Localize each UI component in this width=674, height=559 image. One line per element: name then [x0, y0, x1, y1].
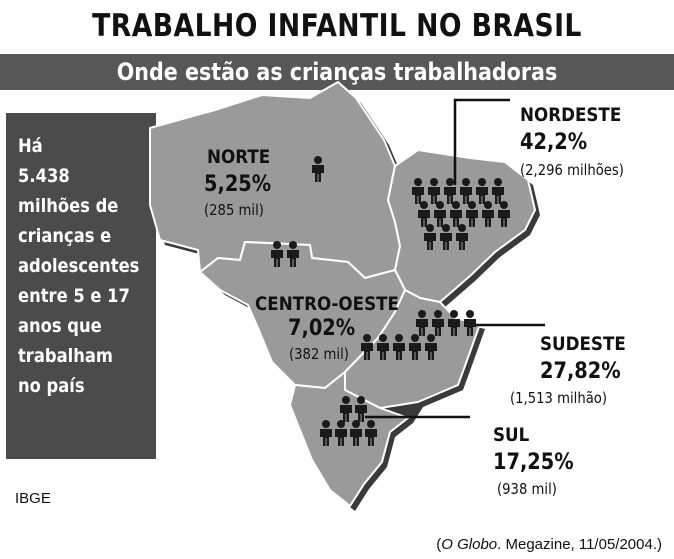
worker-icon: [355, 396, 367, 422]
worker-icon: [450, 201, 462, 227]
label-nordeste-name: NORDESTE: [520, 104, 622, 126]
nordeste-callout: [453, 98, 510, 185]
label-sudeste-count: (1,513 milhão): [510, 389, 608, 407]
worker-icon: [466, 201, 478, 227]
worker-icon: [432, 310, 444, 336]
label-norte-percent: 5,25%: [204, 172, 272, 197]
worker-icon: [425, 334, 437, 360]
worker-icon: [335, 420, 347, 446]
worker-icon: [350, 420, 362, 446]
label-sul-percent: 17,25%: [493, 450, 574, 475]
citation-publication: O Globo: [441, 536, 498, 553]
label-centro-oeste-name: CENTRO-OESTE: [255, 293, 399, 315]
label-nordeste-count: (2,296 milhões): [520, 161, 624, 179]
worker-icon: [416, 310, 428, 336]
worker-icon: [340, 396, 352, 422]
worker-icon: [312, 156, 324, 182]
worker-icon: [409, 334, 421, 360]
worker-icon: [361, 334, 373, 360]
chart-title: TRABALHO INFANTIL NO BRASIL: [92, 8, 582, 44]
worker-icon: [464, 310, 476, 336]
label-sudeste-name: SUDESTE: [540, 333, 626, 355]
worker-icon: [476, 178, 488, 204]
summary-text: Há 5.438 milhões de crianças e adolescen…: [18, 135, 140, 397]
summary-box: [6, 113, 156, 459]
worker-icon: [271, 241, 283, 267]
label-sudeste-percent: 27,82%: [540, 359, 621, 384]
worker-icon: [444, 178, 456, 204]
label-sul-name: SUL: [493, 424, 530, 446]
chart-subtitle: Onde estão as crianças trabalhadoras: [116, 58, 558, 86]
worker-icon: [482, 201, 494, 227]
worker-icon: [320, 420, 332, 446]
label-norte-name: NORTE: [207, 146, 271, 168]
label-centro-oeste-percent: 7,02%: [288, 316, 356, 341]
worker-icon: [492, 178, 504, 204]
citation-open: (: [436, 536, 442, 553]
label-norte-count: (285 mil): [204, 201, 264, 219]
worker-icon: [460, 178, 472, 204]
worker-icon: [424, 224, 436, 250]
worker-icon: [428, 178, 440, 204]
citation-rest: . Megazine, 11/05/2004.): [497, 536, 662, 553]
label-sul-count: (938 mil): [497, 480, 557, 498]
worker-icon: [434, 201, 446, 227]
label-nordeste-percent: 42,2%: [520, 130, 588, 155]
worker-icon: [365, 420, 377, 446]
callout-lines: [365, 98, 545, 419]
worker-icon: [412, 178, 424, 204]
region-sul: [289, 371, 409, 507]
worker-icon: [448, 310, 460, 336]
citation: (O Globo. Megazine, 11/05/2004.): [436, 536, 662, 553]
worker-icon: [456, 224, 468, 250]
label-centro-oeste-count: (382 mil): [289, 345, 349, 363]
data-source: IBGE: [15, 490, 51, 507]
worker-icons: [271, 156, 510, 446]
worker-icon: [377, 334, 389, 360]
worker-icon: [440, 224, 452, 250]
worker-icon: [418, 201, 430, 227]
worker-icon: [287, 241, 299, 267]
worker-icon: [498, 201, 510, 227]
worker-icon: [393, 334, 405, 360]
